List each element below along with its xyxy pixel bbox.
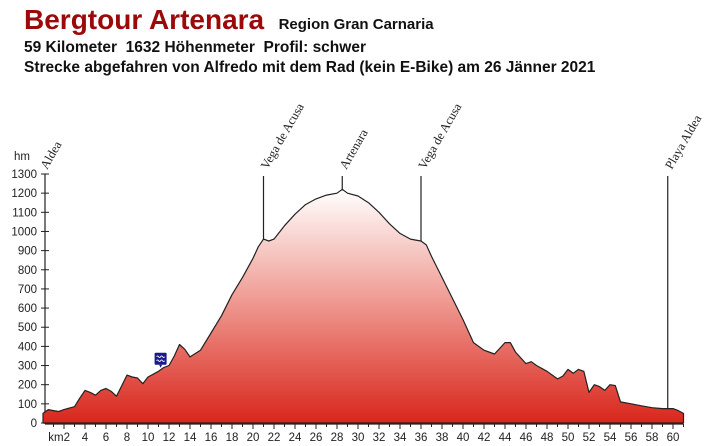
x-tick-label: 8: [124, 432, 130, 444]
y-axis-unit-label: hm: [14, 151, 30, 163]
x-tick-label: 26: [310, 432, 323, 444]
x-tick-label: 60: [667, 432, 680, 444]
x-tick-label: 34: [394, 432, 407, 444]
y-tick-label: 100: [18, 399, 37, 411]
x-tick-label: 14: [184, 432, 197, 444]
x-tick-label: 54: [604, 432, 617, 444]
place-label: Aldea: [37, 138, 64, 171]
y-tick-label: 500: [18, 322, 37, 334]
x-tick-label: 18: [226, 432, 239, 444]
x-tick-label: 46: [520, 432, 533, 444]
x-tick-label: 36: [415, 432, 428, 444]
x-tick-label: km2: [48, 432, 70, 444]
y-tick-label: 800: [18, 265, 37, 277]
x-tick-label: 56: [625, 432, 638, 444]
place-label: Vega de Acusa: [258, 100, 307, 171]
x-tick-label: 50: [562, 432, 575, 444]
y-tick-label: 1000: [11, 226, 37, 238]
place-label: Playa Aldea: [662, 112, 704, 171]
y-tick-label: 300: [18, 361, 37, 373]
y-tick-label: 600: [18, 303, 37, 315]
x-tick-label: 58: [646, 432, 659, 444]
tour-stats: 59 Kilometer 1632 Höhenmeter Profil: sch…: [24, 39, 366, 56]
x-tick-label: 6: [103, 432, 109, 444]
x-axis: km2 4 6 8 10 12 14 16 18 20 22 24 26 28 30 32 34 36 38 40 42…: [45, 423, 684, 444]
x-tick-label: 52: [583, 432, 596, 444]
x-tick-label: 16: [205, 432, 218, 444]
y-tick-label: 200: [18, 380, 37, 392]
place-label: Vega de Acusa: [415, 100, 464, 171]
x-tick-label: 12: [163, 432, 176, 444]
header-title-row: Bergtour Artenara Region Gran Carnaria: [24, 4, 434, 36]
elevation-area: [42, 188, 685, 424]
x-tick-label: 22: [268, 432, 281, 444]
x-tick-label: 32: [373, 432, 386, 444]
y-tick-label: 400: [18, 341, 37, 353]
x-tick-label: 20: [247, 432, 260, 444]
y-tick-label: 900: [18, 246, 37, 258]
x-tick-label: 28: [331, 432, 344, 444]
x-tick-label: 24: [289, 432, 302, 444]
x-tick-label: 40: [457, 432, 470, 444]
x-tick-label: 48: [541, 432, 554, 444]
water-icon: [154, 352, 167, 368]
x-tick-label: 42: [478, 432, 491, 444]
page-title: Bergtour Artenara: [24, 4, 265, 35]
place-label: Artenara: [337, 126, 371, 171]
x-tick-label: 4: [82, 432, 89, 444]
route-markers: [154, 352, 167, 368]
y-tick-label: 0: [31, 418, 37, 430]
y-axis: 1300120011001000900800700600500400300200…: [11, 169, 49, 430]
x-tick-label: 10: [142, 432, 155, 444]
y-tick-label: 1300: [11, 169, 37, 181]
x-tick-label: 30: [352, 432, 365, 444]
y-tick-label: 1200: [11, 188, 37, 200]
y-tick-label: 700: [18, 284, 37, 296]
x-tick-label: 44: [499, 432, 512, 444]
x-tick-label: 38: [436, 432, 449, 444]
region-label: Region Gran Carnaria: [278, 16, 434, 33]
y-tick-label: 1100: [12, 207, 37, 219]
tour-description: Strecke abgefahren von Alfredo mit dem R…: [24, 59, 596, 76]
